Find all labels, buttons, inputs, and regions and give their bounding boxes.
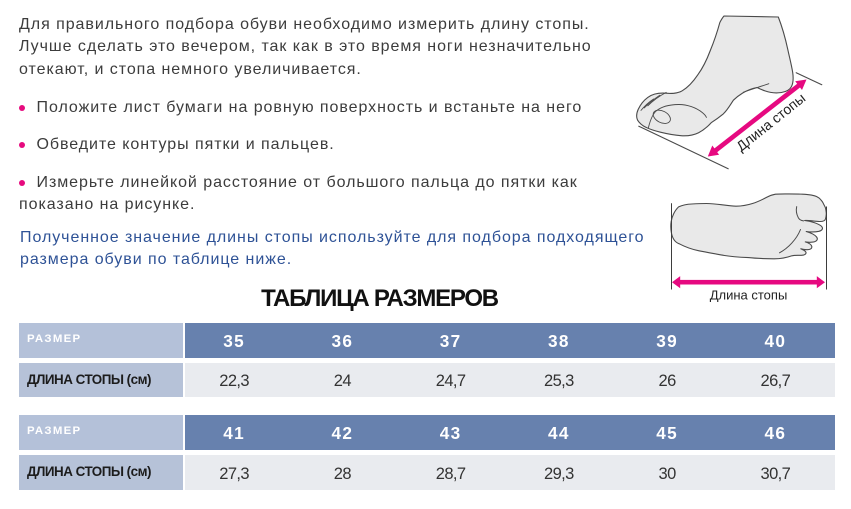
svg-text:Длина стопы: Длина стопы	[733, 90, 808, 155]
svg-text:Длина стопы: Длина стопы	[710, 288, 788, 303]
